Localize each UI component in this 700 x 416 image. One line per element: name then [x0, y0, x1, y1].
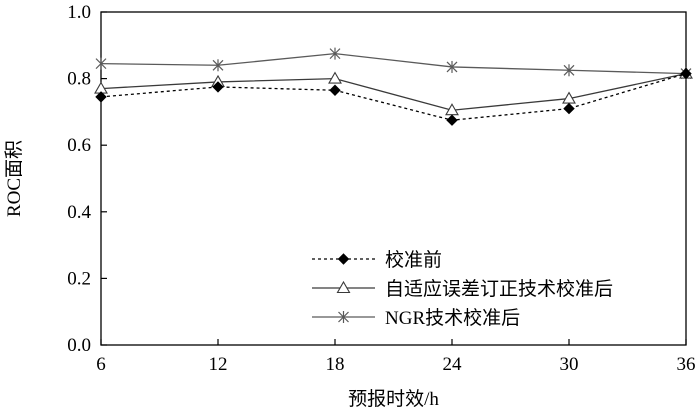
series-layer: [94, 47, 693, 126]
y-axis-title: ROC面积: [3, 140, 25, 217]
x-tick-label: 30: [560, 354, 579, 375]
x-axis-title: 预报时效/h: [348, 388, 439, 410]
plot-frame: [100, 11, 687, 346]
legend-marker: [338, 311, 349, 323]
y-tick-label: 0.6: [67, 135, 91, 156]
data-point: [212, 81, 224, 93]
legend-label: NGR技术校准后: [385, 307, 520, 329]
data-point: [446, 60, 458, 73]
legend-marker: [336, 280, 351, 294]
data-point: [328, 71, 342, 84]
x-tick-label: 18: [326, 354, 345, 375]
x-tick-label: 12: [209, 354, 228, 375]
legend-label: 自适应误差订正技术校准后: [385, 278, 613, 300]
series-line-1: [100, 72, 687, 111]
plot-border: [100, 11, 687, 346]
legend-label: 校准前: [385, 249, 442, 271]
data-point: [680, 67, 692, 80]
series-line-0: [100, 72, 687, 121]
data-point: [329, 84, 341, 96]
series-line-2: [100, 52, 687, 75]
data-point: [95, 57, 107, 70]
x-axis-ticks: 6 12 18 24 30 36: [96, 339, 696, 375]
y-tick-label: 1.0: [67, 2, 91, 23]
legend-item-0: 校准前: [312, 249, 442, 271]
series-1: [94, 66, 693, 116]
y-tick-label: 0.8: [67, 69, 91, 90]
series-2: [95, 47, 692, 80]
y-axis-ticks: 0.0 0.2 0.4 0.6 0.8 1.0: [67, 2, 107, 356]
y-tick-label: 0.2: [67, 268, 91, 289]
data-point: [329, 47, 341, 60]
data-point: [563, 102, 575, 115]
x-tick-label: 36: [677, 354, 696, 375]
legend-item-1: 自适应误差订正技术校准后: [312, 278, 613, 300]
y-tick-label: 0.4: [67, 202, 91, 223]
data-point: [446, 114, 458, 126]
data-point: [563, 64, 575, 77]
data-point: [95, 91, 107, 103]
y-tick-label: 0.0: [67, 335, 91, 356]
data-point: [212, 59, 224, 72]
x-tick-label: 24: [443, 354, 463, 375]
series-0: [95, 67, 692, 126]
legend-item-2: NGR技术校准后: [312, 307, 520, 329]
x-tick-label: 6: [96, 354, 106, 375]
legend-marker: [337, 253, 350, 265]
